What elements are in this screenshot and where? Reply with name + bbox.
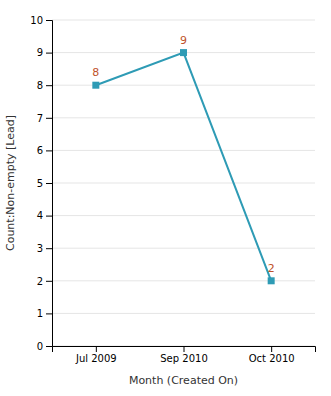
marks xyxy=(92,49,274,284)
tick-label: 2 xyxy=(37,276,43,287)
data-label: 9 xyxy=(180,34,187,47)
grid-line xyxy=(52,85,315,86)
grid-line xyxy=(52,280,315,281)
marker xyxy=(180,49,187,56)
tick-label: 3 xyxy=(37,243,43,254)
tick: 6 xyxy=(37,145,52,156)
tick: 0 xyxy=(37,341,52,352)
tick-mark xyxy=(271,346,272,352)
axis-domain xyxy=(46,21,53,347)
tick-mark xyxy=(46,248,52,249)
marker xyxy=(268,277,275,284)
data-label: 2 xyxy=(268,262,275,275)
tick-mark xyxy=(46,216,52,217)
grid-line xyxy=(52,117,315,118)
grid-line xyxy=(52,248,315,249)
marker xyxy=(92,82,99,89)
tick: 9 xyxy=(37,47,52,58)
tick: Jul 2009 xyxy=(75,346,117,364)
tick-label: 8 xyxy=(37,80,43,91)
data-labels: 8 9 2 xyxy=(92,34,274,275)
tick-mark xyxy=(46,346,52,347)
tick: 5 xyxy=(37,178,52,189)
tick-mark xyxy=(184,346,185,352)
data-label: 8 xyxy=(92,66,99,79)
grid-line xyxy=(52,183,315,184)
tick: 7 xyxy=(37,113,52,124)
grid xyxy=(52,20,315,346)
grid-line xyxy=(52,313,315,314)
tick-label: 1 xyxy=(37,308,43,319)
tick-label: 5 xyxy=(37,178,43,189)
tick-mark xyxy=(46,281,52,282)
tick-mark xyxy=(46,53,52,54)
grid-line xyxy=(52,150,315,151)
tick-mark xyxy=(46,85,52,86)
chart: 0 1 2 3 4 5 6 7 8 9 10 Jul 2009 Sep 2010 Oct 2010 8 9 2 M… xyxy=(0,0,331,396)
tick-mark xyxy=(46,20,52,21)
y-axis-title: Count:Non-empty [Lead] xyxy=(4,115,17,251)
tick-mark xyxy=(46,183,52,184)
x-axis: Jul 2009 Sep 2010 Oct 2010 xyxy=(53,346,316,364)
tick: Sep 2010 xyxy=(160,346,207,364)
tick-mark xyxy=(46,313,52,314)
tick-label: Sep 2010 xyxy=(160,353,207,364)
grid-line xyxy=(52,215,315,216)
tick: 4 xyxy=(37,210,52,221)
y-axis: 0 1 2 3 4 5 6 7 8 9 10 xyxy=(30,15,52,352)
tick-label: 4 xyxy=(37,210,43,221)
tick: 1 xyxy=(37,308,52,319)
axis-domain xyxy=(53,347,316,353)
tick-label: Oct 2010 xyxy=(249,353,295,364)
tick-label: 6 xyxy=(37,145,43,156)
tick-mark xyxy=(96,346,97,352)
line xyxy=(96,53,271,281)
tick: Oct 2010 xyxy=(249,346,295,364)
tick-label: 9 xyxy=(37,47,43,58)
tick-label: Jul 2009 xyxy=(75,353,117,364)
tick: 3 xyxy=(37,243,52,254)
tick-label: 7 xyxy=(37,113,43,124)
tick-label: 10 xyxy=(30,15,43,26)
plot: 0 1 2 3 4 5 6 7 8 9 10 Jul 2009 Sep 2010 Oct 2010 8 9 2 xyxy=(30,15,315,364)
x-axis-title: Month (Created On) xyxy=(129,374,238,387)
tick: 10 xyxy=(30,15,52,26)
tick: 2 xyxy=(37,276,52,287)
tick-label: 0 xyxy=(37,341,43,352)
tick-mark xyxy=(46,118,52,119)
tick-mark xyxy=(46,150,52,151)
grid-line xyxy=(52,20,315,21)
tick: 8 xyxy=(37,80,52,91)
